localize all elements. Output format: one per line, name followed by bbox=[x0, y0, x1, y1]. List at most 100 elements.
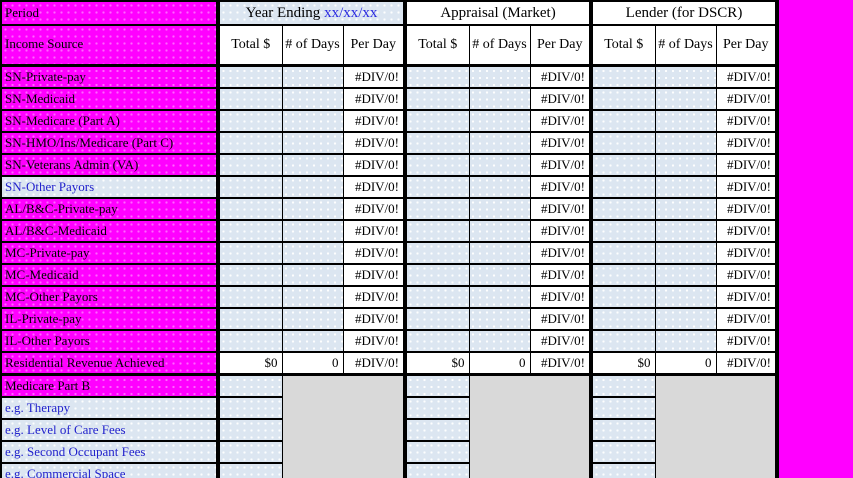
per-day-error-cell[interactable]: #DIV/0! bbox=[716, 330, 779, 353]
total-input-cell[interactable] bbox=[218, 286, 283, 309]
total-input-cell[interactable] bbox=[405, 441, 470, 464]
total-input-cell[interactable] bbox=[218, 463, 283, 478]
days-input-cell[interactable] bbox=[655, 330, 717, 353]
row-label-cell[interactable]: MC-Private-pay bbox=[1, 242, 220, 265]
group-header-year-ending[interactable]: Year Ending xx/xx/xx bbox=[218, 1, 407, 26]
days-input-cell[interactable] bbox=[282, 110, 344, 133]
days-value-cell[interactable]: 0 bbox=[469, 352, 531, 376]
per-day-error-cell[interactable]: #DIV/0! bbox=[530, 132, 593, 155]
per-day-error-cell[interactable]: #DIV/0! bbox=[530, 264, 593, 287]
column-header-total[interactable]: Total $ bbox=[218, 25, 283, 67]
per-day-error-cell[interactable]: #DIV/0! bbox=[716, 286, 779, 309]
per-day-error-cell[interactable]: #DIV/0! bbox=[530, 286, 593, 309]
days-input-cell[interactable] bbox=[469, 286, 531, 309]
days-input-cell[interactable] bbox=[469, 88, 531, 111]
total-value-cell[interactable]: $0 bbox=[405, 352, 470, 376]
total-input-cell[interactable] bbox=[591, 132, 656, 155]
total-input-cell[interactable] bbox=[405, 463, 470, 478]
per-day-error-cell[interactable]: #DIV/0! bbox=[716, 88, 779, 111]
days-input-cell[interactable] bbox=[469, 330, 531, 353]
total-input-cell[interactable] bbox=[591, 154, 656, 177]
per-day-error-cell[interactable]: #DIV/0! bbox=[343, 132, 407, 155]
total-input-cell[interactable] bbox=[405, 330, 470, 353]
per-day-error-cell[interactable]: #DIV/0! bbox=[530, 110, 593, 133]
total-input-cell[interactable] bbox=[218, 374, 283, 398]
per-day-error-cell[interactable]: #DIV/0! bbox=[716, 65, 779, 89]
group-header-lender[interactable]: Lender (for DSCR) bbox=[591, 1, 779, 26]
per-day-error-cell[interactable]: #DIV/0! bbox=[716, 352, 779, 376]
row-label-cell[interactable]: e.g. Therapy bbox=[1, 397, 220, 420]
per-day-error-cell[interactable]: #DIV/0! bbox=[343, 308, 407, 331]
per-day-error-cell[interactable]: #DIV/0! bbox=[716, 220, 779, 243]
per-day-error-cell[interactable]: #DIV/0! bbox=[530, 352, 593, 376]
total-input-cell[interactable] bbox=[405, 198, 470, 221]
per-day-error-cell[interactable]: #DIV/0! bbox=[716, 242, 779, 265]
per-day-error-cell[interactable]: #DIV/0! bbox=[343, 198, 407, 221]
column-header-total[interactable]: Total $ bbox=[405, 25, 470, 67]
days-input-cell[interactable] bbox=[655, 264, 717, 287]
per-day-error-cell[interactable]: #DIV/0! bbox=[343, 264, 407, 287]
row-label-cell[interactable]: SN-HMO/Ins/Medicare (Part C) bbox=[1, 132, 220, 155]
total-input-cell[interactable] bbox=[405, 308, 470, 331]
per-day-error-cell[interactable]: #DIV/0! bbox=[343, 176, 407, 199]
total-input-cell[interactable] bbox=[591, 242, 656, 265]
days-input-cell[interactable] bbox=[655, 198, 717, 221]
total-input-cell[interactable] bbox=[591, 397, 656, 420]
row-label-cell[interactable]: e.g. Level of Care Fees bbox=[1, 419, 220, 442]
total-input-cell[interactable] bbox=[591, 65, 656, 89]
total-input-cell[interactable] bbox=[218, 419, 283, 442]
days-input-cell[interactable] bbox=[282, 176, 344, 199]
income-source-cell[interactable]: Income Source bbox=[1, 25, 220, 67]
days-input-cell[interactable] bbox=[469, 264, 531, 287]
total-input-cell[interactable] bbox=[405, 374, 470, 398]
days-input-cell[interactable] bbox=[469, 65, 531, 89]
days-input-cell[interactable] bbox=[655, 286, 717, 309]
total-value-cell[interactable]: $0 bbox=[218, 352, 283, 376]
total-input-cell[interactable] bbox=[405, 397, 470, 420]
days-input-cell[interactable] bbox=[469, 132, 531, 155]
total-input-cell[interactable] bbox=[218, 220, 283, 243]
days-value-cell[interactable]: 0 bbox=[655, 352, 717, 376]
column-header-per-day[interactable]: Per Day bbox=[716, 25, 779, 67]
per-day-error-cell[interactable]: #DIV/0! bbox=[343, 330, 407, 353]
row-label-cell[interactable]: SN-Medicaid bbox=[1, 88, 220, 111]
per-day-error-cell[interactable]: #DIV/0! bbox=[343, 88, 407, 111]
total-input-cell[interactable] bbox=[218, 441, 283, 464]
row-label-cell[interactable]: IL-Other Payors bbox=[1, 330, 220, 353]
days-input-cell[interactable] bbox=[282, 220, 344, 243]
row-label-cell[interactable]: Medicare Part B bbox=[1, 374, 220, 398]
per-day-error-cell[interactable]: #DIV/0! bbox=[716, 264, 779, 287]
per-day-error-cell[interactable]: #DIV/0! bbox=[530, 176, 593, 199]
row-label-cell[interactable]: AL/B&C-Medicaid bbox=[1, 220, 220, 243]
row-label-cell[interactable]: e.g. Commercial Space bbox=[1, 463, 220, 478]
total-input-cell[interactable] bbox=[591, 88, 656, 111]
per-day-error-cell[interactable]: #DIV/0! bbox=[343, 220, 407, 243]
total-input-cell[interactable] bbox=[591, 220, 656, 243]
days-input-cell[interactable] bbox=[469, 220, 531, 243]
total-input-cell[interactable] bbox=[591, 308, 656, 331]
days-input-cell[interactable] bbox=[282, 286, 344, 309]
total-input-cell[interactable] bbox=[218, 176, 283, 199]
per-day-error-cell[interactable]: #DIV/0! bbox=[716, 198, 779, 221]
total-input-cell[interactable] bbox=[405, 176, 470, 199]
group-header-appraisal[interactable]: Appraisal (Market) bbox=[405, 1, 593, 26]
column-header-days[interactable]: # of Days bbox=[282, 25, 344, 67]
days-input-cell[interactable] bbox=[469, 176, 531, 199]
per-day-error-cell[interactable]: #DIV/0! bbox=[343, 110, 407, 133]
total-value-cell[interactable]: $0 bbox=[591, 352, 656, 376]
column-header-days[interactable]: # of Days bbox=[655, 25, 717, 67]
row-label-cell[interactable]: e.g. Second Occupant Fees bbox=[1, 441, 220, 464]
days-input-cell[interactable] bbox=[282, 264, 344, 287]
total-input-cell[interactable] bbox=[218, 242, 283, 265]
per-day-error-cell[interactable]: #DIV/0! bbox=[343, 154, 407, 177]
days-input-cell[interactable] bbox=[655, 220, 717, 243]
row-label-cell[interactable]: SN-Veterans Admin (VA) bbox=[1, 154, 220, 177]
gray-merged-cell[interactable] bbox=[655, 374, 779, 478]
total-input-cell[interactable] bbox=[405, 220, 470, 243]
days-input-cell[interactable] bbox=[282, 330, 344, 353]
days-input-cell[interactable] bbox=[655, 110, 717, 133]
row-label-cell[interactable]: SN-Medicare (Part A) bbox=[1, 110, 220, 133]
column-header-total[interactable]: Total $ bbox=[591, 25, 656, 67]
total-input-cell[interactable] bbox=[405, 264, 470, 287]
row-label-cell[interactable]: SN-Private-pay bbox=[1, 65, 220, 89]
